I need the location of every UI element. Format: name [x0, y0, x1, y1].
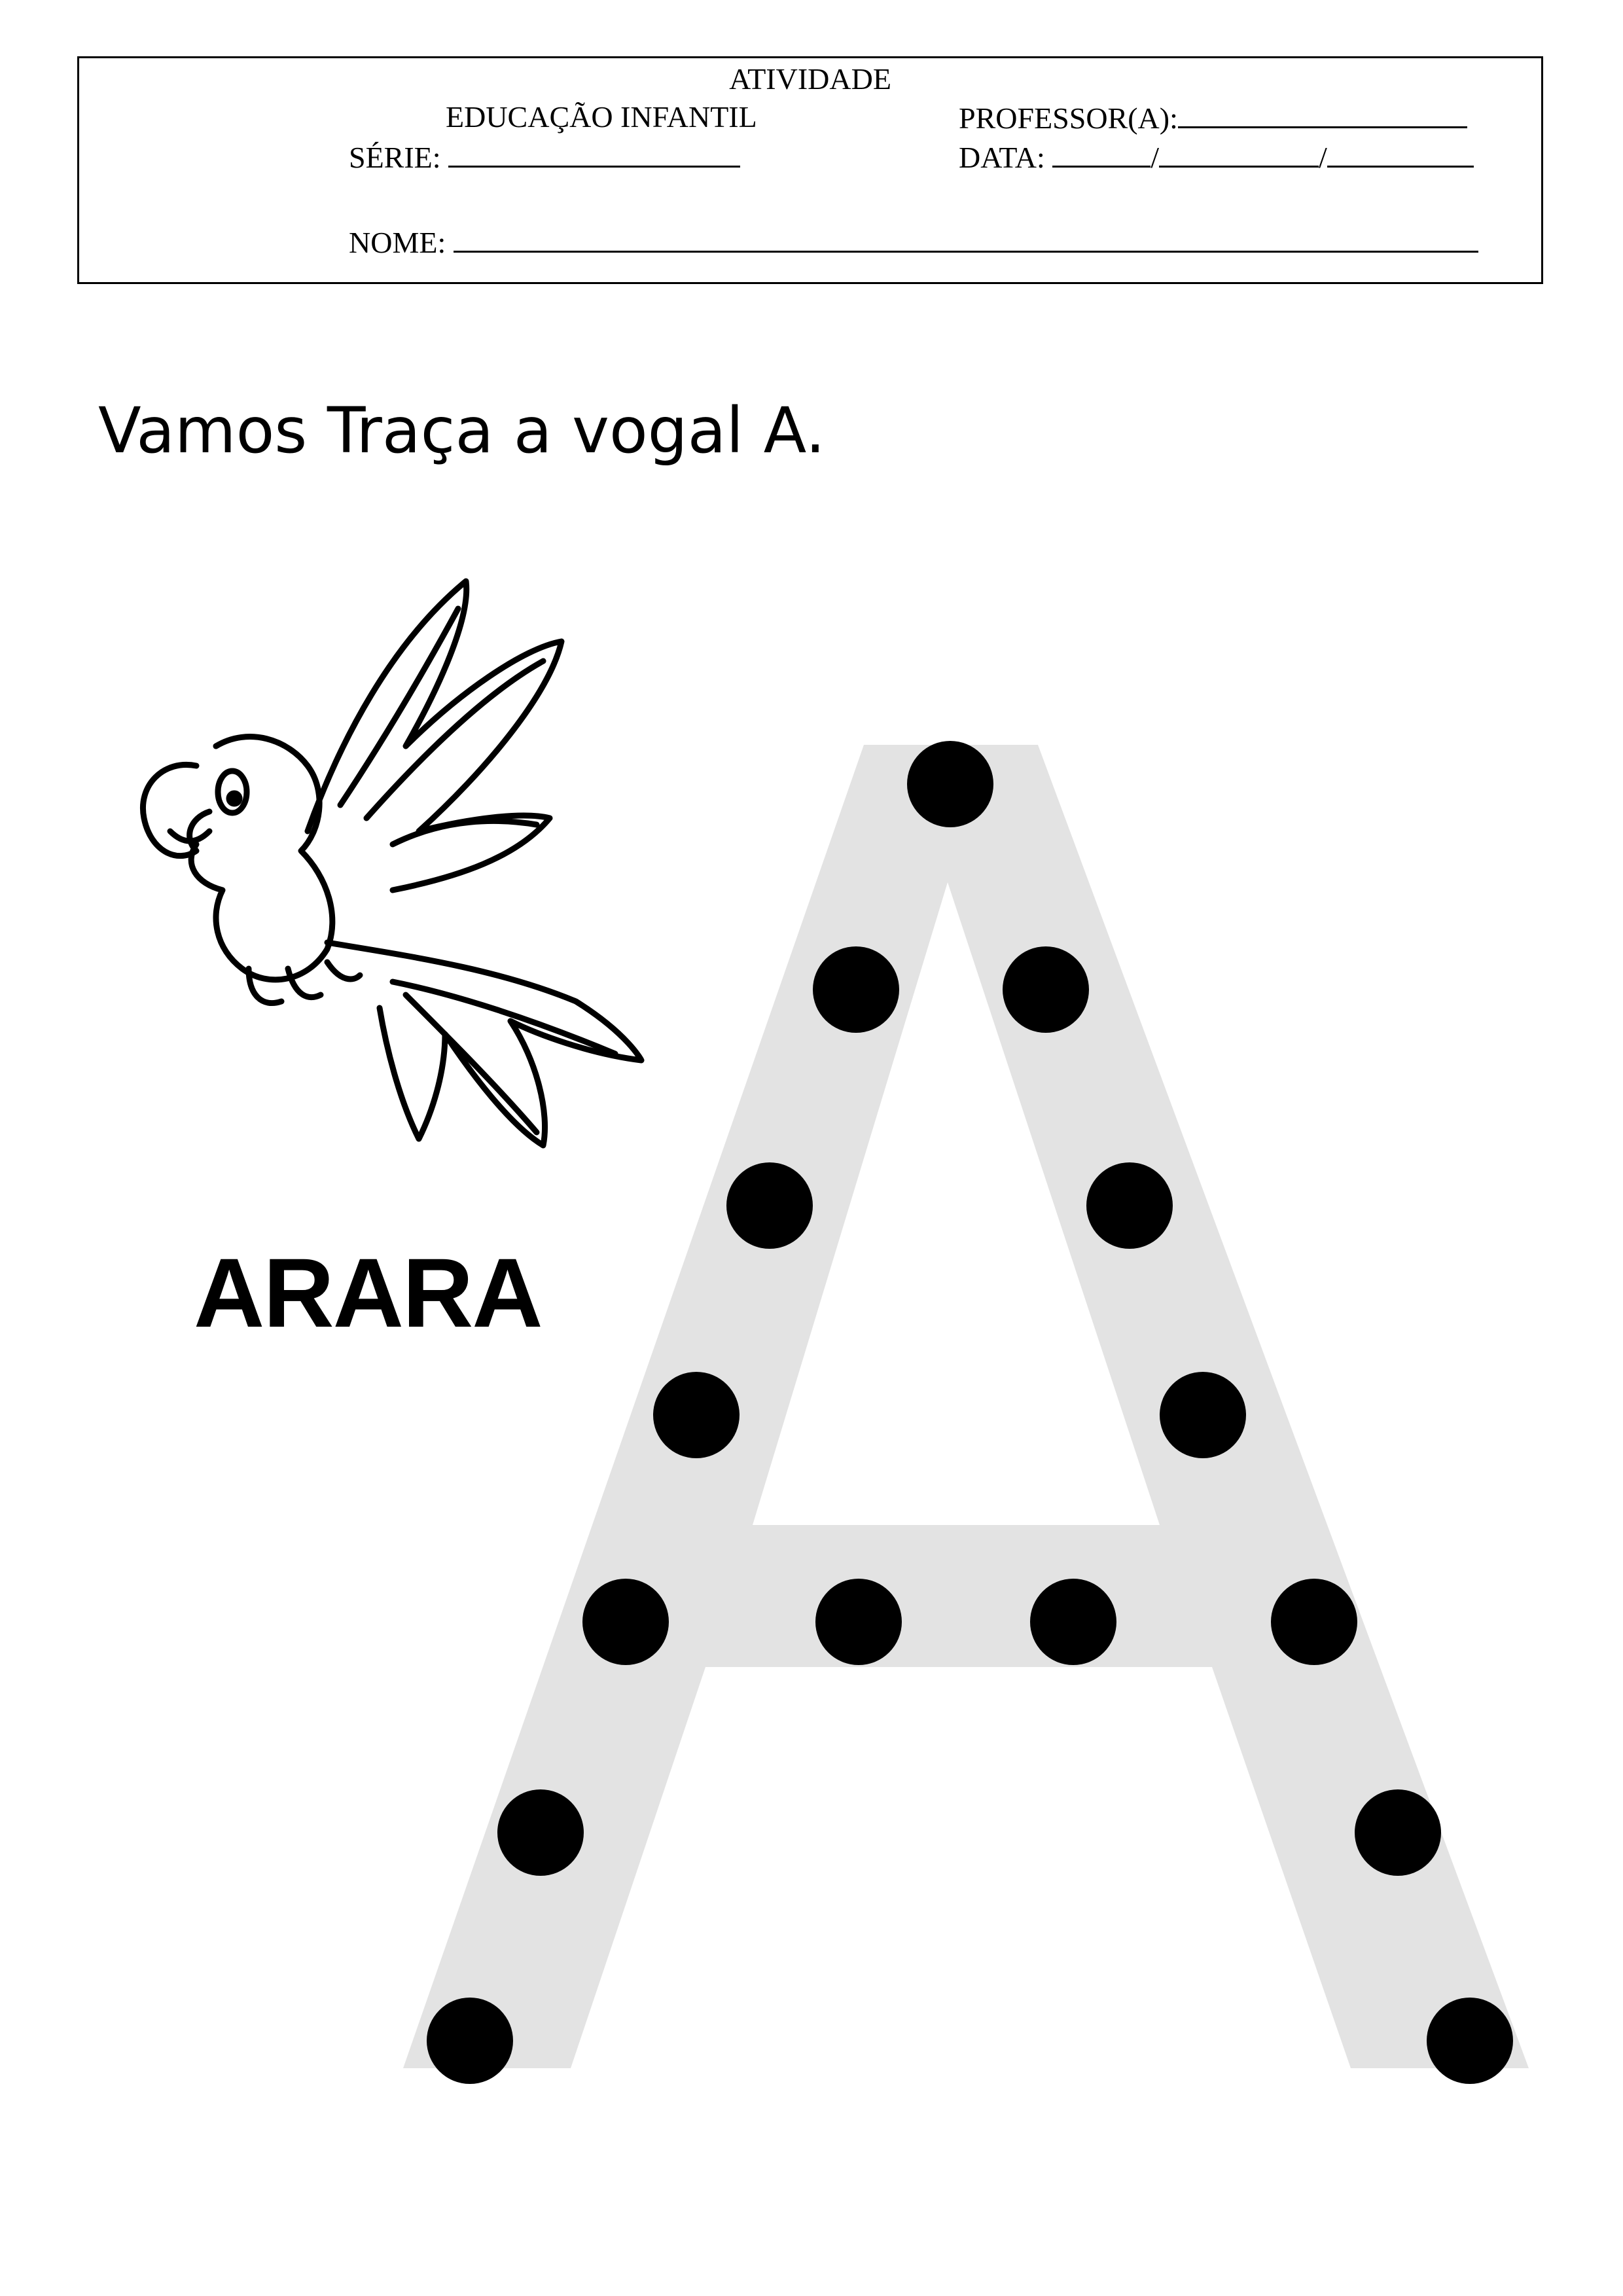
school-level: EDUCAÇÃO INFANTIL — [446, 100, 757, 134]
professor-label: PROFESSOR(A): — [959, 101, 1178, 135]
tracing-dots — [427, 741, 1513, 2084]
tracing-dot — [1160, 1372, 1246, 1458]
tracing-dot — [1003, 946, 1089, 1033]
tracing-dot — [726, 1162, 813, 1249]
instruction-heading: Vamos Traça a vogal A. — [98, 394, 826, 467]
nome-field: NOME: — [349, 224, 1478, 260]
serie-line[interactable] — [448, 139, 741, 168]
date-label: DATA: — [959, 141, 1045, 174]
serie-label: SÉRIE: — [349, 141, 441, 174]
header-box: ATIVIDADE EDUCAÇÃO INFANTIL PROFESSOR(A)… — [77, 56, 1543, 284]
date-field: DATA: / / — [959, 139, 1474, 175]
professor-field: PROFESSOR(A): — [959, 100, 1467, 135]
tracing-dot — [427, 1998, 513, 2084]
tracing-dot — [1427, 1998, 1513, 2084]
tracing-dot — [1355, 1789, 1441, 1876]
activity-title: ATIVIDADE — [729, 62, 891, 96]
tracing-dot — [815, 1579, 902, 1665]
tracing-dot — [582, 1579, 669, 1665]
parrot-flying-icon — [140, 578, 645, 1149]
tracing-dot — [653, 1372, 740, 1458]
date-separator-1: / — [1150, 141, 1160, 174]
tracing-dot — [1086, 1162, 1173, 1249]
tracing-dot — [1030, 1579, 1116, 1665]
serie-field: SÉRIE: — [349, 139, 741, 175]
tracing-dot — [497, 1789, 584, 1876]
professor-line[interactable] — [1177, 100, 1467, 128]
nome-label: NOME: — [349, 226, 446, 259]
tracing-dot — [907, 741, 993, 827]
tracing-letter-a — [403, 745, 1529, 2068]
date-day-line[interactable] — [1052, 139, 1151, 168]
tracing-dot — [1271, 1579, 1357, 1665]
date-separator-2: / — [1319, 141, 1327, 174]
tracing-dot — [813, 946, 899, 1033]
nome-line[interactable] — [453, 224, 1478, 253]
word-label: ARARA — [194, 1238, 543, 1348]
date-year-line[interactable] — [1327, 139, 1474, 168]
date-month-line[interactable] — [1159, 139, 1319, 168]
